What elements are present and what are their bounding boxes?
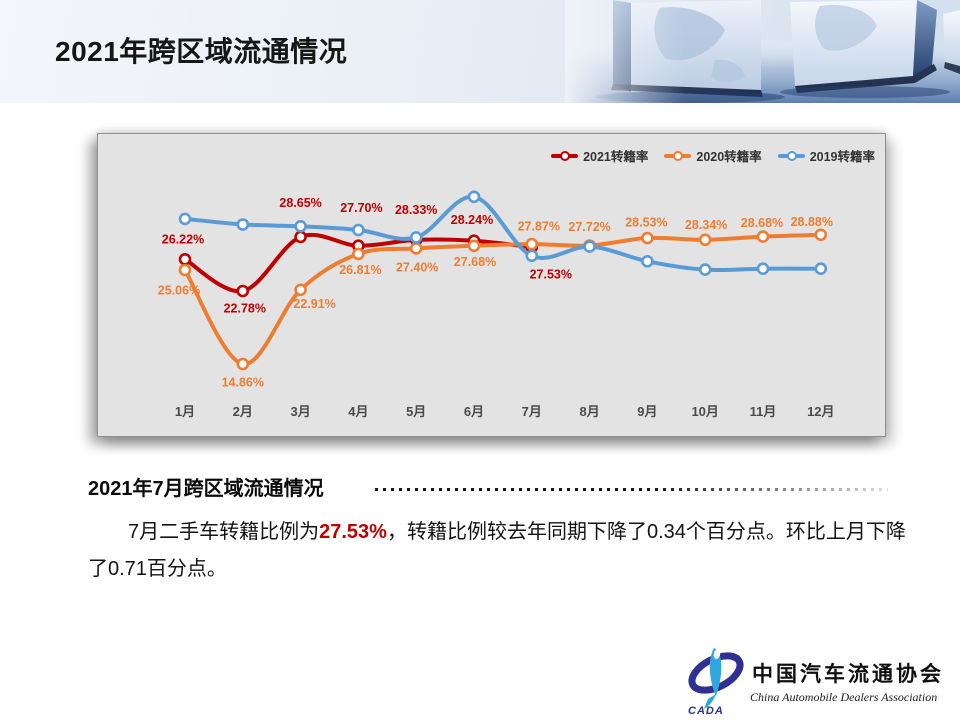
- x-axis-label: 12月: [807, 404, 835, 419]
- summary-text-lead: 7月二手车转籍比例为: [128, 521, 320, 543]
- x-axis-label: 4月: [348, 404, 369, 419]
- x-axis-label: 2月: [232, 404, 253, 419]
- data-label: 22.91%: [293, 297, 335, 311]
- data-point-marker: [525, 249, 539, 263]
- legend-label: 2019转籍率: [809, 150, 875, 164]
- data-point-marker: [352, 247, 365, 261]
- data-point-marker: [814, 228, 828, 242]
- data-point-marker: [178, 212, 192, 226]
- data-label: 26.22%: [162, 233, 204, 247]
- transfer-rate-line-chart: 26.22% 22.78% 28.65% 27.70% 28.33% 28.24% 27.5…: [97, 133, 886, 437]
- summary-paragraph: 7月二手车转籍比例为27.53%，转籍比例较去年同期下降了0.34个百分点。环比…: [88, 514, 908, 588]
- data-point-marker: [236, 218, 250, 231]
- x-axis-label: 3月: [290, 404, 311, 419]
- data-point-marker: [583, 240, 596, 253]
- cada-emblem-icon: CADA: [688, 648, 744, 716]
- data-label: 28.53%: [625, 215, 667, 229]
- legend-item: 2021转籍率: [551, 146, 648, 165]
- data-point-marker: [178, 263, 192, 277]
- data-label: 22.78%: [224, 301, 266, 315]
- cada-badge-text: CADA: [688, 705, 724, 716]
- data-label: 28.68%: [741, 216, 783, 230]
- data-point-marker: [294, 283, 307, 297]
- data-point-marker: [814, 262, 828, 275]
- data-point-marker: [178, 253, 192, 266]
- blue-cubes-decoration-image: [565, 0, 960, 103]
- x-axis-label: 10月: [691, 404, 719, 419]
- data-point-marker: [756, 230, 770, 243]
- data-point-marker: [236, 284, 250, 298]
- data-point-marker: [641, 255, 654, 268]
- x-axis-label: 6月: [463, 404, 485, 419]
- legend-marker-icon: [664, 150, 692, 161]
- data-label: 27.72%: [568, 220, 610, 234]
- data-point-marker: [698, 233, 712, 247]
- summary-text-rest: ，转籍比例较去年同期下降了0.34个百分点。环比上月下降了0.71百分点。: [88, 521, 906, 580]
- data-label: 25.06%: [158, 283, 200, 297]
- data-label: 27.68%: [454, 255, 496, 269]
- page-title: 2021年跨区域流通情况: [55, 36, 348, 67]
- data-point-marker: [409, 231, 423, 244]
- data-label: 28.88%: [791, 215, 833, 229]
- x-axis-label: 9月: [637, 404, 658, 419]
- dotted-divider: [375, 488, 888, 491]
- data-point-marker: [236, 357, 250, 371]
- data-label: 26.81%: [339, 263, 381, 277]
- x-axis-label: 5月: [406, 404, 427, 419]
- section-heading: 2021年7月跨区域流通情况: [88, 478, 324, 500]
- data-point-marker: [698, 263, 712, 276]
- chart-plot-area: 26.22% 22.78% 28.65% 27.70% 28.33% 28.24% 27.5…: [158, 190, 833, 389]
- logo-name-cn: 中国汽车流通协会: [752, 662, 944, 686]
- data-label: 28.65%: [279, 196, 321, 210]
- x-axis-label: 7月: [521, 404, 542, 419]
- data-point-marker: [756, 262, 770, 275]
- data-point-marker: [467, 190, 481, 204]
- cada-logo: CADA 中国汽车流通协会 China Automobile Dealers A…: [686, 644, 948, 716]
- data-point-marker: [525, 237, 539, 251]
- data-point-marker: [467, 239, 481, 253]
- chart-legend: 2021转籍率 2020转籍率 2019转籍率: [551, 146, 875, 165]
- highlight-value: 27.53%: [319, 521, 387, 543]
- data-label: 14.86%: [222, 375, 264, 389]
- header-band: 2021年跨区域流通情况: [0, 0, 960, 103]
- data-point-marker: [352, 223, 365, 237]
- logo-name-en: China Automobile Dealers Association: [750, 690, 938, 704]
- data-point-marker: [409, 242, 423, 255]
- legend-label: 2021转籍率: [583, 150, 649, 164]
- x-axis-label: 1月: [174, 404, 196, 419]
- data-label: 28.24%: [451, 213, 493, 227]
- data-label: 27.40%: [396, 261, 438, 275]
- data-point-marker: [294, 220, 307, 233]
- data-label: 27.87%: [518, 219, 560, 233]
- data-label: 28.33%: [395, 203, 437, 217]
- data-label: 27.70%: [340, 201, 382, 215]
- legend-label: 2020转籍率: [696, 150, 762, 164]
- data-point-marker: [294, 230, 307, 244]
- data-label: 28.34%: [685, 218, 727, 232]
- x-axis-label: 8月: [579, 404, 600, 419]
- legend-marker-icon: [551, 150, 579, 161]
- data-label: 27.53%: [530, 267, 572, 281]
- data-point-marker: [641, 231, 654, 245]
- legend-marker-icon: [777, 150, 805, 161]
- legend-item: 2020转籍率: [664, 146, 762, 165]
- legend-item: 2019转籍率: [777, 146, 875, 165]
- x-axis-label: 11月: [749, 404, 777, 419]
